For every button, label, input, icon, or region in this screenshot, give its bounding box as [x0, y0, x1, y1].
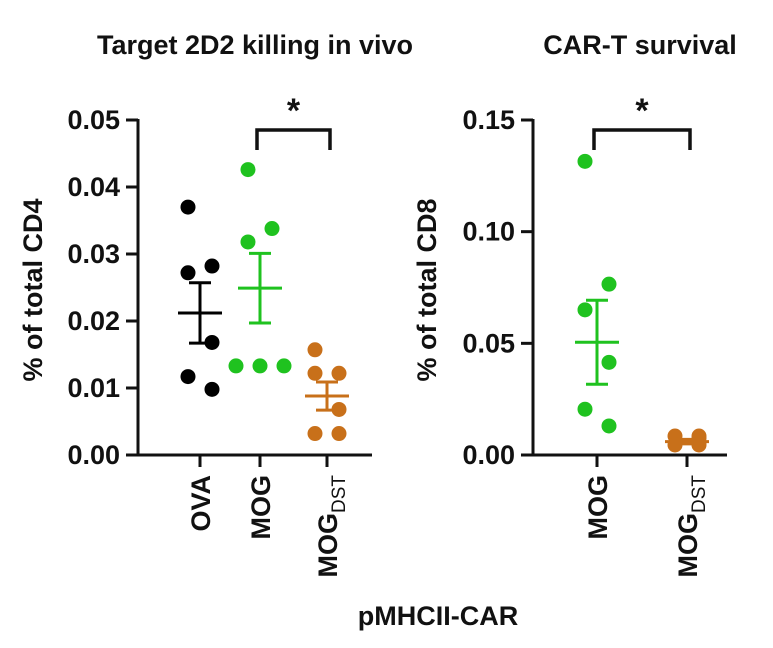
y-tick-label: 0.04	[67, 172, 120, 202]
x-tick-label-0: MOG	[583, 475, 613, 540]
x-tick-label-1: MOG	[246, 475, 276, 540]
data-point	[180, 199, 196, 215]
shared-x-axis-label: pMHCII-CAR	[358, 601, 518, 631]
y-tick-label: 0.05	[462, 328, 515, 358]
data-point	[577, 401, 593, 417]
panel-cart-survival: CAR-T survival % of total CD8 0.00 0.05 0.…	[412, 30, 737, 578]
y-tick-label: 0.15	[462, 105, 515, 135]
data-point	[264, 221, 280, 237]
panel-2-title: CAR-T survival	[543, 30, 737, 60]
y-tick-label: 0.00	[67, 440, 120, 470]
x-tick-label-2: MOGDST	[313, 475, 350, 578]
data-point	[307, 365, 323, 381]
y-tick-label: 0.05	[67, 105, 120, 135]
data-point	[252, 358, 268, 374]
data-point	[307, 342, 323, 358]
data-point	[331, 365, 347, 381]
panel-target-killing: Target 2D2 killing in vivo % of total CD…	[18, 30, 413, 578]
x-tick-label-0: OVA	[186, 475, 216, 532]
data-point	[276, 358, 292, 374]
significance-star: *	[287, 92, 301, 130]
y-tick-label: 0.01	[67, 373, 120, 403]
data-point	[228, 358, 244, 374]
data-point	[204, 381, 220, 397]
data-point	[331, 426, 347, 442]
data-point	[240, 234, 256, 250]
panel-1-title: Target 2D2 killing in vivo	[97, 30, 413, 60]
data-point	[601, 354, 617, 370]
significance-star: *	[635, 92, 649, 130]
data-point	[601, 418, 617, 434]
data-point	[307, 426, 323, 442]
data-point	[601, 276, 617, 292]
data-point	[180, 369, 196, 385]
data-point	[577, 302, 593, 318]
y-tick-label: 0.00	[462, 440, 515, 470]
data-point	[240, 162, 256, 178]
y-tick-label: 0.03	[67, 239, 120, 269]
significance-bracket	[255, 128, 332, 150]
data-point	[577, 153, 593, 169]
x-tick-label-1: MOGDST	[673, 475, 710, 578]
y-tick-label: 0.10	[462, 217, 515, 247]
panel-2-y-axis-label: % of total CD8	[412, 198, 442, 381]
significance-bracket	[592, 128, 692, 150]
y-tick-label: 0.02	[67, 306, 120, 336]
data-point	[331, 401, 347, 417]
panel-1-y-axis-label: % of total CD4	[18, 198, 48, 381]
data-point	[180, 265, 196, 281]
data-point	[204, 334, 220, 350]
data-point	[204, 258, 220, 274]
